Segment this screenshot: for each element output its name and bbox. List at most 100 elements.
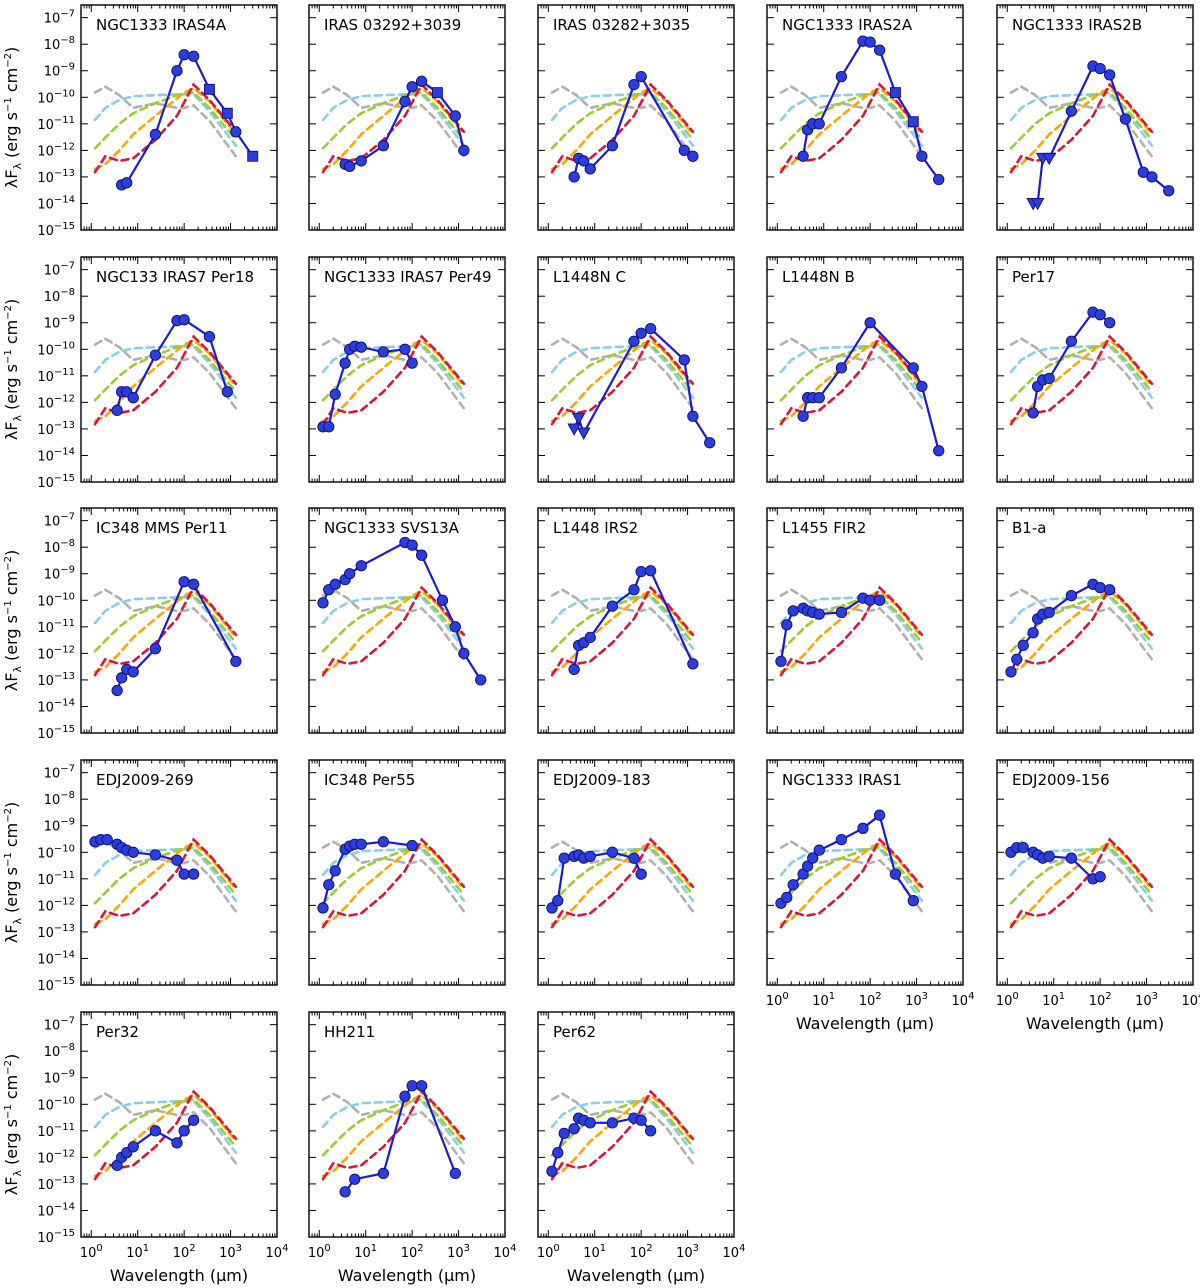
y-tick-label: 10−13 bbox=[37, 1175, 75, 1193]
reference-model-line bbox=[321, 1092, 466, 1165]
x-axis-label: Wavelength (μm) bbox=[796, 1014, 934, 1033]
sed-point bbox=[101, 833, 113, 846]
reference-model-line bbox=[1009, 585, 1154, 677]
reference-model-line bbox=[779, 345, 924, 399]
panel-title: IRAS 03282+3035 bbox=[553, 16, 690, 34]
sed-point bbox=[907, 116, 919, 128]
sed-point bbox=[458, 647, 470, 660]
reference-model-line bbox=[93, 334, 238, 426]
sed-point bbox=[399, 1090, 411, 1102]
sed-point bbox=[635, 868, 647, 880]
sed-point bbox=[415, 549, 428, 561]
panel-title: NGC1333 IRAS2B bbox=[1012, 16, 1142, 34]
panel-frame bbox=[80, 507, 278, 734]
sed-point bbox=[1043, 372, 1055, 385]
sed-point bbox=[339, 357, 351, 369]
reference-model-line bbox=[321, 848, 466, 902]
y-tick-label: 10−10 bbox=[37, 1095, 75, 1113]
sed-point bbox=[111, 684, 123, 697]
x-tick-label: 102 bbox=[630, 1243, 653, 1261]
y-tick-label: 10−7 bbox=[44, 261, 75, 279]
sed-point bbox=[873, 809, 886, 821]
reference-model-line bbox=[321, 585, 466, 677]
reference-model-line bbox=[550, 594, 695, 653]
reference-model-line bbox=[550, 91, 695, 150]
sed-point bbox=[864, 594, 876, 606]
y-tick-label: 10−10 bbox=[37, 340, 75, 358]
panel: NGC1333 IRAS2B bbox=[996, 4, 1194, 231]
x-tick-label: 102 bbox=[859, 991, 882, 1009]
sed-point bbox=[149, 643, 162, 655]
reference-model-line bbox=[550, 588, 695, 661]
reference-model-line bbox=[550, 93, 695, 147]
y-tick-label: 10−9 bbox=[44, 314, 75, 332]
sed-point bbox=[415, 1080, 428, 1092]
plot-area bbox=[317, 334, 466, 433]
reference-model-line bbox=[93, 1092, 238, 1165]
y-tick-label: 10−8 bbox=[44, 538, 75, 556]
plot-area bbox=[1005, 578, 1154, 678]
panel: NGC133 IRAS7 Per18 10−15 10−14 10−13 10−12 10… bbox=[2, 256, 278, 491]
panel: L1448 IRS2 bbox=[537, 507, 735, 734]
sed-point bbox=[807, 852, 819, 864]
plot-area bbox=[775, 809, 924, 929]
sed-point bbox=[635, 565, 647, 578]
sed-point bbox=[127, 1141, 139, 1153]
sed-point bbox=[644, 565, 657, 577]
y-tick-label: 10−10 bbox=[37, 88, 75, 106]
sed-point bbox=[127, 846, 139, 858]
reference-model-line bbox=[779, 594, 924, 653]
sed-point bbox=[635, 70, 647, 83]
sed-point bbox=[221, 107, 233, 119]
x-tick-label: 104 bbox=[723, 1243, 746, 1261]
sed-point bbox=[458, 144, 470, 157]
sed-point bbox=[864, 317, 876, 329]
panel-frame bbox=[308, 4, 506, 231]
sed-point bbox=[415, 75, 428, 87]
panel: IC348 Per55 bbox=[308, 759, 506, 986]
x-axis-label: Wavelength (μm) bbox=[1026, 1014, 1164, 1033]
sed-point bbox=[889, 87, 901, 99]
reference-model-line bbox=[321, 345, 466, 399]
panel-title: IC348 MMS Per11 bbox=[96, 519, 227, 537]
sed-point bbox=[317, 902, 329, 914]
sed-point bbox=[797, 410, 809, 422]
plot-area bbox=[775, 585, 924, 677]
sed-point bbox=[449, 1167, 461, 1180]
plot-area bbox=[317, 836, 466, 929]
sed-point bbox=[606, 1117, 619, 1129]
sed-point bbox=[584, 631, 596, 644]
sed-point bbox=[628, 852, 640, 864]
plot-area bbox=[93, 576, 242, 697]
plot-area bbox=[1009, 306, 1154, 426]
sed-point bbox=[355, 560, 367, 572]
y-tick-label: 10−7 bbox=[44, 1016, 75, 1034]
panel: HH211 100 101 102 103 104 Wavelength (μm) bbox=[308, 1011, 516, 1285]
reference-model-line bbox=[93, 1098, 238, 1157]
reference-model-line bbox=[1009, 837, 1154, 929]
y-tick-label: 10−11 bbox=[37, 367, 75, 385]
panel-title: L1448N B bbox=[782, 268, 855, 286]
panel-frame bbox=[308, 1011, 506, 1238]
sed-point bbox=[576, 427, 591, 440]
sed-point bbox=[644, 1125, 657, 1137]
sed-point bbox=[329, 865, 341, 877]
sed-point bbox=[687, 150, 699, 162]
panel-title: EDJ2009-269 bbox=[96, 771, 194, 789]
sed-point bbox=[552, 895, 564, 907]
sed-point bbox=[571, 412, 586, 426]
sed-point bbox=[127, 392, 139, 404]
reference-model-line bbox=[321, 588, 466, 661]
plot-area bbox=[550, 70, 699, 183]
sed-point bbox=[406, 81, 418, 93]
panel: EDJ2009-269 10−15 10−14 10−13 10−12 10−11 10−1… bbox=[2, 759, 278, 994]
sed-point bbox=[558, 852, 570, 864]
reference-model-line bbox=[779, 840, 924, 913]
reference-model-line bbox=[93, 343, 238, 402]
reference-model-line bbox=[550, 86, 695, 171]
reference-model-line bbox=[1009, 93, 1154, 147]
x-tick-label: 103 bbox=[676, 1243, 699, 1261]
reference-model-line bbox=[93, 846, 238, 905]
plot-area bbox=[779, 35, 945, 186]
panel-frame bbox=[996, 759, 1194, 986]
